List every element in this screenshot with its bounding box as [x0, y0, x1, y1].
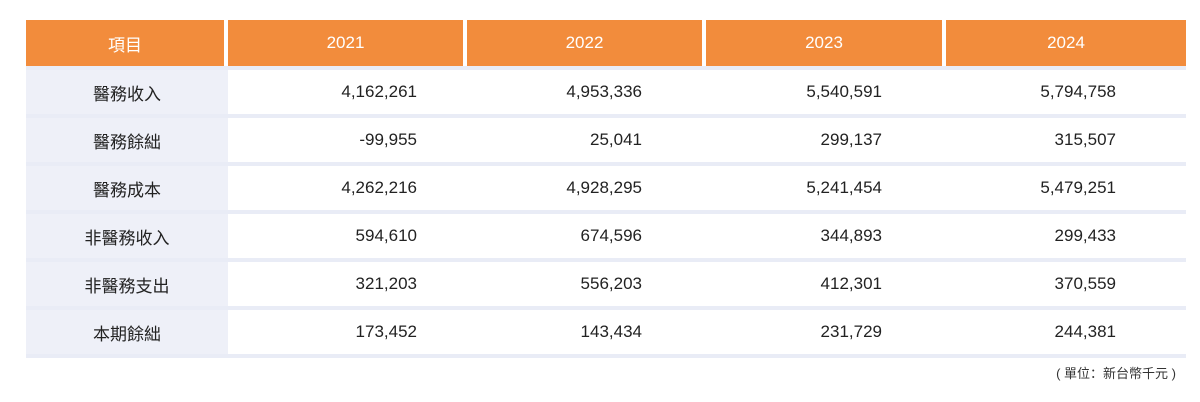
table-row: 醫務收入 4,162,261 4,953,336 5,540,591 5,794… [26, 66, 1186, 118]
row-label: 本期餘絀 [26, 310, 228, 358]
table-cell: -99,955 [228, 118, 467, 166]
table-cell: 143,434 [467, 310, 706, 358]
table-cell: 674,596 [467, 214, 706, 262]
table-cell: 315,507 [946, 118, 1186, 166]
table-cell: 5,540,591 [706, 66, 946, 118]
table-row: 本期餘絀 173,452 143,434 231,729 244,381 [26, 310, 1186, 358]
row-label: 非醫務支出 [26, 262, 228, 310]
table-cell: 412,301 [706, 262, 946, 310]
unit-note: ( 單位：新台幣千元 ) [1056, 366, 1176, 381]
table-cell: 173,452 [228, 310, 467, 358]
row-label: 非醫務收入 [26, 214, 228, 262]
table-cell: 321,203 [228, 262, 467, 310]
table-cell: 370,559 [946, 262, 1186, 310]
header-year-2024: 2024 [946, 20, 1186, 66]
table-cell: 231,729 [706, 310, 946, 358]
table-cell: 5,479,251 [946, 166, 1186, 214]
table-cell: 299,137 [706, 118, 946, 166]
row-label: 醫務餘絀 [26, 118, 228, 166]
table-cell: 244,381 [946, 310, 1186, 358]
financial-table-container: 項目 2021 2022 2023 2024 醫務收入 4,162,261 4,… [26, 20, 1186, 358]
table-row: 非醫務支出 321,203 556,203 412,301 370,559 [26, 262, 1186, 310]
table-cell: 344,893 [706, 214, 946, 262]
table-row: 醫務成本 4,262,216 4,928,295 5,241,454 5,479… [26, 166, 1186, 214]
header-year-2023: 2023 [706, 20, 946, 66]
row-label: 醫務成本 [26, 166, 228, 214]
row-label: 醫務收入 [26, 66, 228, 118]
header-item: 項目 [26, 20, 228, 66]
table-row: 醫務餘絀 -99,955 25,041 299,137 315,507 [26, 118, 1186, 166]
table-cell: 5,241,454 [706, 166, 946, 214]
table-cell: 25,041 [467, 118, 706, 166]
table-cell: 4,162,261 [228, 66, 467, 118]
table-cell: 4,262,216 [228, 166, 467, 214]
table-cell: 556,203 [467, 262, 706, 310]
header-year-2021: 2021 [228, 20, 467, 66]
table-body: 醫務收入 4,162,261 4,953,336 5,540,591 5,794… [26, 66, 1186, 358]
table-cell: 594,610 [228, 214, 467, 262]
table-header: 項目 2021 2022 2023 2024 [26, 20, 1186, 66]
table-cell: 4,953,336 [467, 66, 706, 118]
table-row: 非醫務收入 594,610 674,596 344,893 299,433 [26, 214, 1186, 262]
table-cell: 299,433 [946, 214, 1186, 262]
financial-table: 項目 2021 2022 2023 2024 醫務收入 4,162,261 4,… [26, 20, 1186, 358]
table-cell: 5,794,758 [946, 66, 1186, 118]
header-year-2022: 2022 [467, 20, 706, 66]
header-row: 項目 2021 2022 2023 2024 [26, 20, 1186, 66]
table-cell: 4,928,295 [467, 166, 706, 214]
